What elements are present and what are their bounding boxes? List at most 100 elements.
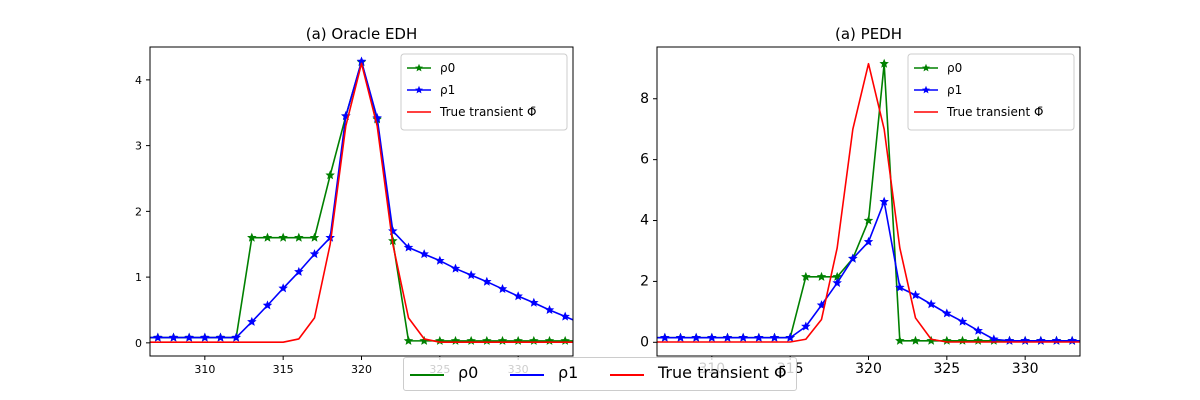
rho0-legend-label: ρ0 [458,363,479,382]
legend-marker-rho1 [415,85,423,94]
data-point-rho1 [466,270,476,280]
data-point-rho0 [957,335,968,345]
data-point-rho1 [1051,335,1062,345]
y-tick-label: 1 [135,271,142,284]
data-point-rho1 [200,332,210,342]
y-tick-label: 0 [135,337,142,350]
rho1-legend-label: ρ1 [558,363,579,382]
data-point-rho0 [942,335,952,345]
data-point-rho0 [529,335,539,345]
x-tick-label: 310 [194,363,215,376]
true-transient-legend-line [610,374,644,376]
data-point-rho1 [247,316,257,326]
data-point-rho1 [1084,337,1092,345]
chart-panel-2: (a) PEDH31031532032533002468ρ0ρ1True tra… [640,25,1092,377]
data-point-rho1 [482,276,492,286]
data-point-rho1 [168,332,179,342]
y-tick-label: 8 [640,91,649,107]
data-point-rho0 [1084,337,1092,345]
series-line-true-transient [657,62,1080,343]
y-tick-label: 4 [135,74,142,87]
data-point-rho1 [262,300,273,310]
data-point-rho1 [801,321,811,331]
x-tick-label: 330 [1012,361,1039,377]
data-point-rho1 [529,297,539,307]
plot-legend: ρ0 ρ1 True transient Φ̄ [907,53,1075,131]
legend-label-rho0: ρ0 [947,61,962,75]
data-point-rho0 [482,335,492,345]
data-point-rho1 [1004,335,1015,345]
data-point-rho0 [435,335,445,345]
data-point-rho1 [294,266,304,276]
y-tick-label: 6 [640,152,649,168]
data-point-rho1 [848,253,858,263]
data-point-rho1 [513,291,523,301]
legend-label-rho0: ρ0 [440,61,455,75]
data-point-rho1 [785,332,795,342]
data-point-rho0 [466,335,476,345]
data-point-rho1 [754,332,764,342]
x-tick-label: 320 [351,363,372,376]
y-tick-label: 3 [135,140,142,153]
data-point-rho1 [153,332,163,342]
data-point-rho0 [403,335,414,345]
data-point-rho1 [419,249,429,259]
legend-label-true-transient: True transient Φ̄ [946,105,1043,119]
legend-label-rho1: ρ1 [440,83,455,97]
data-point-rho0 [309,232,320,242]
data-point-rho0 [801,271,811,281]
data-point-rho1 [660,332,670,342]
series-line-true-transient [150,62,573,343]
data-point-rho1 [1067,335,1077,345]
data-point-rho1 [910,290,921,300]
data-point-rho1 [309,249,320,259]
data-point-rho1 [1020,335,1030,345]
data-point-rho1 [1036,335,1046,345]
legend-marker-rho0 [415,63,423,72]
y-tick-label: 4 [640,213,649,229]
chart-title: (a) Oracle EDH [306,25,418,43]
legend-label-rho1: ρ1 [947,83,962,97]
data-point-rho1 [278,283,288,293]
data-point-rho1 [832,277,842,287]
data-point-rho1 [231,332,241,342]
data-point-rho0 [863,215,874,225]
data-point-rho0 [577,337,585,345]
rho0-legend-line [410,374,444,376]
data-point-rho0 [895,335,905,345]
bottom-legend: ρ0 ρ1 True transient Φ̄ [403,357,797,391]
data-point-rho0 [450,335,461,345]
data-point-rho0 [973,335,983,345]
data-point-rho0 [278,232,288,242]
data-point-rho1 [577,319,585,327]
data-point-rho1 [215,332,226,342]
data-point-rho1 [973,325,983,335]
data-point-rho1 [497,283,508,293]
data-point-rho0 [325,170,335,180]
data-point-rho0 [513,335,523,345]
data-point-rho1 [675,332,686,342]
chart-panel-1: (a) Oracle EDH31031532032533001234ρ0ρ1Tr… [135,25,585,376]
legend-label-true-transient: True transient Φ̄ [439,105,536,119]
data-point-rho0 [879,58,889,68]
chart-title: (a) PEDH [835,25,902,43]
data-point-rho1 [957,316,968,326]
data-point-rho1 [863,236,874,246]
y-tick-label: 0 [640,334,649,350]
data-point-rho1 [895,282,905,292]
data-point-rho0 [262,232,273,242]
data-point-rho1 [738,332,748,342]
legend-marker-rho1 [922,85,930,94]
data-point-rho1 [942,308,952,318]
legend-marker-rho0 [922,63,930,72]
data-point-rho0 [910,335,921,345]
x-tick-label: 315 [273,363,294,376]
rho1-legend-line [510,374,544,376]
x-tick-label: 320 [855,361,882,377]
data-point-rho1 [879,196,889,206]
series-group [150,56,585,345]
data-point-rho0 [816,271,827,281]
data-point-rho1 [707,332,717,342]
data-point-rho1 [722,332,733,342]
